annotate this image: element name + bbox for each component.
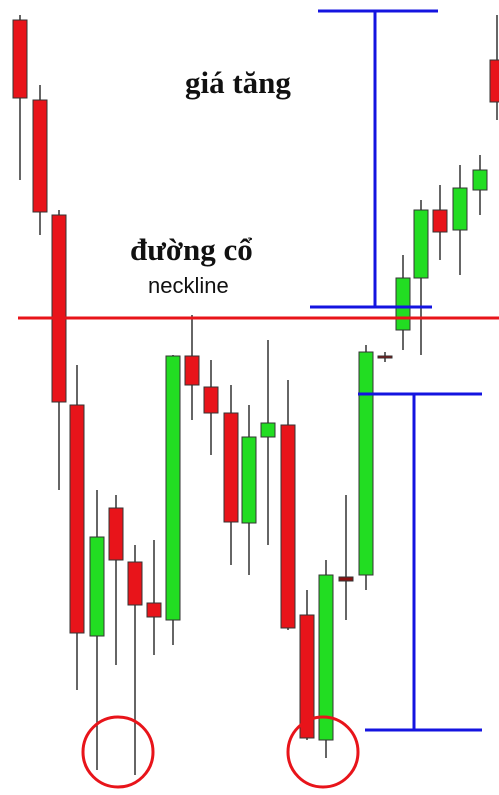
candle-body [146,602,162,618]
candle-body [184,355,200,386]
candle-body [338,576,354,582]
bottom-circle [286,715,360,789]
neckline-label: đường cổ [130,232,253,267]
candle-body [127,561,143,606]
candle-body [223,412,239,523]
candle-body [472,169,488,191]
candle-body [489,59,499,103]
rise-label: giá tăng [185,65,291,100]
candle-body [432,209,448,233]
candle-body [358,351,374,576]
candle-body [12,19,28,99]
candle-body [89,536,105,637]
candle-body [395,277,411,331]
candle-body [165,355,181,621]
candle-body [318,574,334,741]
candle-body [299,614,315,739]
target-bracket-bottom [358,392,482,732]
candle-body [377,355,393,359]
candle-body [69,404,85,634]
candle-body [203,386,219,414]
bottom-circle [81,715,155,789]
target-bracket-top [310,9,438,309]
candle-body [108,507,124,561]
neckline-label-en: neckline [148,273,229,298]
candle-body [51,214,67,403]
candle-body [260,422,276,438]
candle-body [32,99,48,213]
candle-body [452,187,468,231]
candles [12,15,499,775]
candle-body [241,436,257,524]
candle-body [413,209,429,279]
candle-body [280,424,296,629]
